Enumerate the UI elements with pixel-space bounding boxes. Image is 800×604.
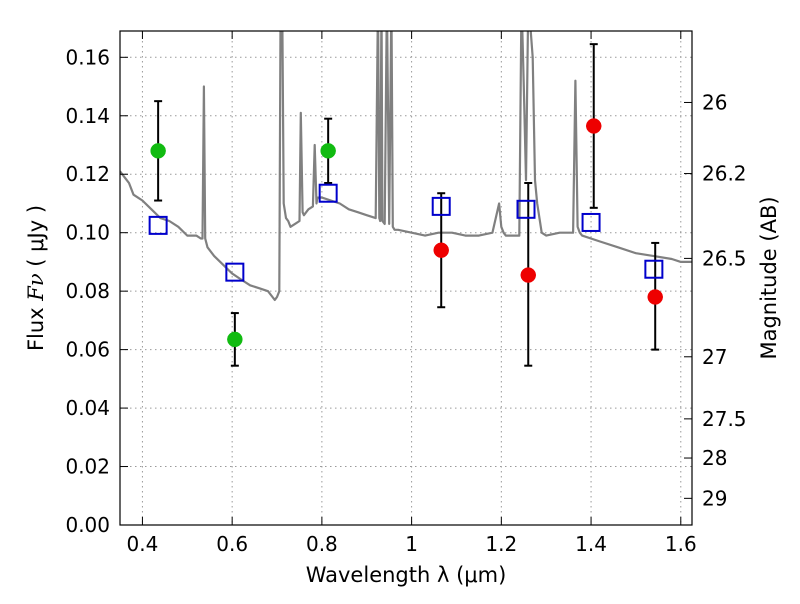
y-axis-label-suffix: ( μJy ) xyxy=(24,205,48,273)
axis-tick-labels: 0.4 0.6 0.8 1 1.2 1.4 1.6 0.00 0.02 0.04 0.06 0.08 0… xyxy=(65,45,746,556)
y-axis-label-symbol: Fν xyxy=(24,273,48,302)
y2-tick-label: 27.5 xyxy=(702,407,747,431)
red-data-point xyxy=(647,289,663,305)
x-tick-label: 0.8 xyxy=(306,532,338,556)
x-tick-label: 1 xyxy=(405,532,418,556)
model-photometry-square xyxy=(516,199,536,219)
y-tick-label: 0.04 xyxy=(65,396,110,420)
x-tick-label: 0.4 xyxy=(127,532,159,556)
red-data-point xyxy=(433,242,449,258)
y-tick-label: 0.02 xyxy=(65,455,110,479)
x-tick-label: 1.4 xyxy=(575,532,607,556)
y2-tick-label: 28 xyxy=(702,446,727,470)
y-tick-label: 0.14 xyxy=(65,104,110,128)
x-tick-label: 1.2 xyxy=(485,532,517,556)
x-tick-label: 1.6 xyxy=(665,532,697,556)
model-photometry-square xyxy=(148,215,168,235)
green-data-point xyxy=(320,143,336,159)
y-tick-label: 0.10 xyxy=(65,221,110,245)
y-tick-label: 0.16 xyxy=(65,45,110,69)
axis-ticks xyxy=(120,31,692,526)
data-markers xyxy=(148,43,664,367)
y2-tick-label: 26 xyxy=(702,90,727,114)
model-spectrum-line xyxy=(120,31,692,301)
green-data-point xyxy=(227,331,243,348)
red-data-point xyxy=(520,267,537,283)
model-photometry-square xyxy=(581,212,601,232)
red-data-point xyxy=(586,118,602,134)
x-axis-label: Wavelength λ (μm) xyxy=(306,563,507,587)
green-data-point xyxy=(150,143,166,159)
y-tick-label: 0.08 xyxy=(65,279,110,303)
y-axis-label: Flux Fν ( μJy ) xyxy=(24,205,48,351)
y-tick-label: 0.00 xyxy=(65,513,110,537)
y-tick-label: 0.12 xyxy=(65,162,110,186)
y2-tick-label: 27 xyxy=(702,345,727,369)
y2-tick-label: 26.2 xyxy=(702,162,747,186)
y-axis-label-prefix: Flux xyxy=(24,301,48,351)
y2-tick-label: 26.5 xyxy=(702,246,747,270)
y2-axis-label: Magnitude (AB) xyxy=(757,196,781,359)
model-photometry-square xyxy=(225,262,245,282)
y2-tick-label: 29 xyxy=(702,486,727,510)
model-photometry-square xyxy=(644,259,664,279)
model-photometry-square xyxy=(318,183,338,203)
model-photometry-square xyxy=(431,196,451,216)
plot-frame xyxy=(119,30,693,526)
y-tick-label: 0.06 xyxy=(65,338,110,362)
x-tick-label: 0.6 xyxy=(216,532,248,556)
